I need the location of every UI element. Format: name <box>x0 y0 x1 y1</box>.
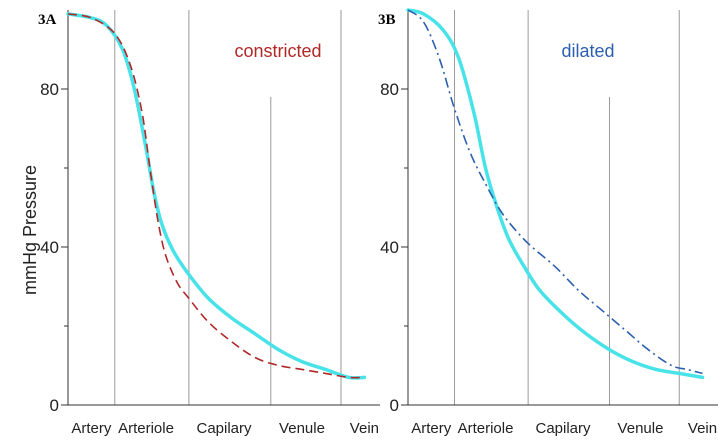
y-tick-label: 40 <box>40 238 59 257</box>
series-line-constricted <box>67 13 365 379</box>
x-category-label: Arteriole <box>118 420 174 437</box>
y-tick-label: 80 <box>40 80 59 99</box>
x-category-label: Arteriole <box>458 420 514 437</box>
y-tick-label: 0 <box>50 396 59 415</box>
x-category-label: Artery <box>71 420 112 437</box>
x-category-label: Capilary <box>196 420 252 437</box>
y-tick-label: 80 <box>380 80 399 99</box>
series-line-normal <box>406 8 705 380</box>
chart-panel-3b: 0 40 80 Artery Arteriole Capilary Venule Vein 3B… <box>378 8 718 437</box>
series-line-dilated <box>407 9 703 375</box>
x-category-label: Artery <box>411 420 452 437</box>
y-tick-label: 40 <box>380 238 399 257</box>
condition-annotation: dilated <box>561 41 614 61</box>
condition-annotation: constricted <box>234 41 321 61</box>
x-category-label: Capilary <box>535 420 591 437</box>
chart-panel-3a: 0 40 80 Artery Arteriole Capilary Venule Vein 3A… <box>38 10 380 437</box>
x-category-label: Venule <box>279 420 325 437</box>
y-tick-label: 0 <box>390 396 399 415</box>
x-category-label: Vein <box>688 420 717 437</box>
x-category-label: Vein <box>350 420 379 437</box>
x-category-label: Venule <box>618 420 664 437</box>
panel-label: 3A <box>38 12 57 28</box>
series-line-normal <box>66 12 367 380</box>
y-axis-label: mmHg Pressure <box>20 165 40 295</box>
panel-label: 3B <box>378 12 396 28</box>
